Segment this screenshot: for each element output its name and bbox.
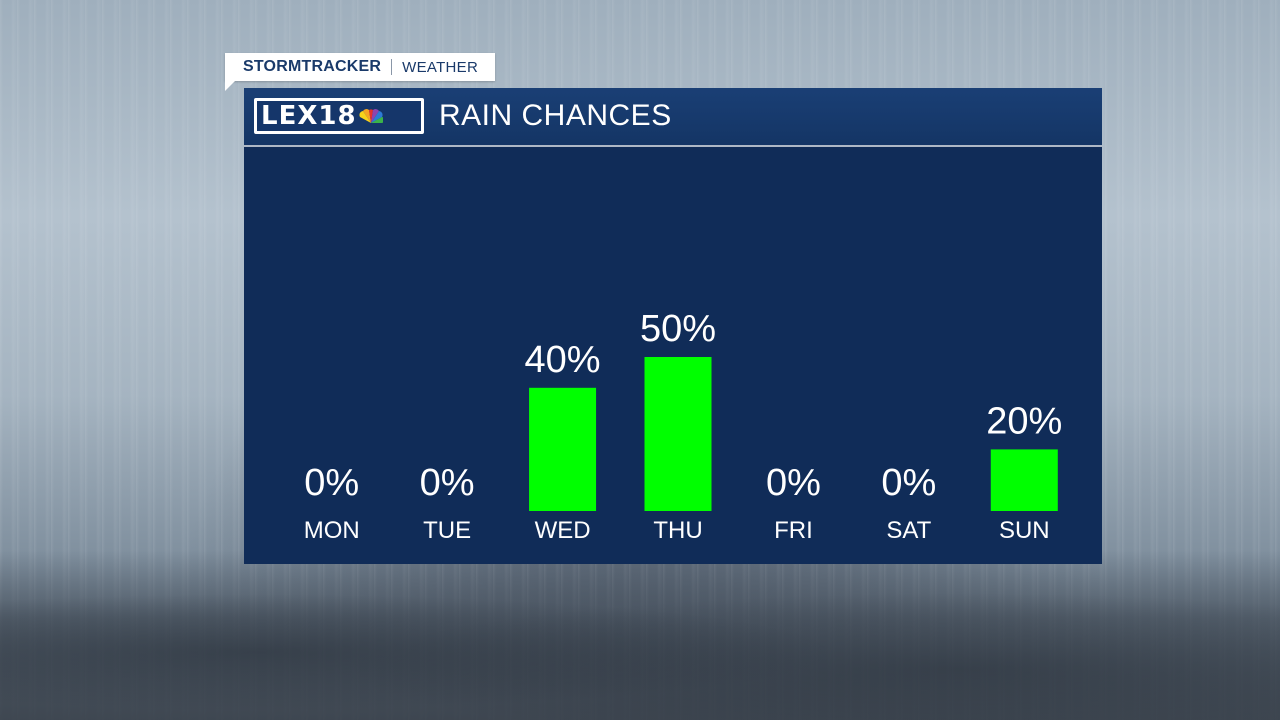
tag-tail bbox=[225, 81, 235, 91]
logo-inner: LEX18 bbox=[257, 101, 421, 131]
bar-sun bbox=[990, 449, 1058, 511]
day-label-wed: WED bbox=[535, 517, 591, 544]
day-label-tue: TUE bbox=[423, 517, 471, 544]
nbc-peacock-icon bbox=[359, 109, 383, 124]
rain-chances-panel: LEX18 RAIN CHANCES 0% MON 0% TUE 40% WED 50% TH… bbox=[244, 88, 1102, 564]
value-label-fri: 0% bbox=[766, 462, 821, 504]
value-label-thu: 50% bbox=[640, 308, 716, 350]
lex18-logo: LEX18 bbox=[254, 98, 424, 134]
tag-divider bbox=[391, 59, 393, 75]
day-label-mon: MON bbox=[304, 517, 360, 544]
day-label-fri: FRI bbox=[774, 517, 813, 544]
wet-ground-background bbox=[0, 550, 1280, 720]
day-label-sat: SAT bbox=[886, 517, 931, 544]
logo-text: LEX18 bbox=[261, 101, 357, 131]
stormtracker-label: STORMTRACKER bbox=[243, 58, 382, 75]
value-label-sat: 0% bbox=[881, 462, 936, 504]
day-label-thu: THU bbox=[653, 517, 702, 544]
bar-thu bbox=[644, 357, 712, 511]
value-label-tue: 0% bbox=[420, 462, 475, 504]
bar-wed bbox=[529, 387, 597, 511]
value-label-wed: 40% bbox=[525, 339, 601, 381]
page-title: RAIN CHANCES bbox=[439, 99, 672, 132]
rain-chances-chart: 0% MON 0% TUE 40% WED 50% THU 0% FRI 0% SAT 20% SUN bbox=[304, 308, 1063, 544]
weather-label: WEATHER bbox=[402, 58, 479, 76]
day-label-sun: SUN bbox=[999, 517, 1050, 544]
panel-header: LEX18 RAIN CHANCES bbox=[244, 88, 1102, 147]
value-label-mon: 0% bbox=[304, 462, 359, 504]
value-label-sun: 20% bbox=[986, 400, 1062, 442]
stormtracker-tag: STORMTRACKER WEATHER bbox=[225, 53, 495, 81]
